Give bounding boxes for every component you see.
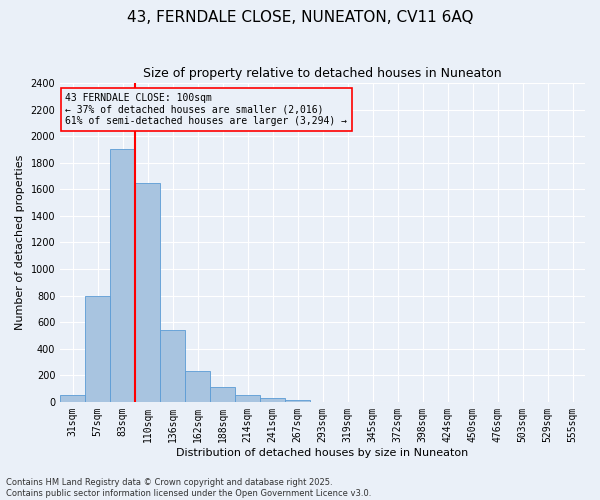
Bar xyxy=(110,150,135,402)
Bar xyxy=(235,394,260,402)
Text: 43 FERNDALE CLOSE: 100sqm
← 37% of detached houses are smaller (2,016)
61% of se: 43 FERNDALE CLOSE: 100sqm ← 37% of detac… xyxy=(65,92,347,126)
Bar xyxy=(135,182,160,402)
Text: Contains HM Land Registry data © Crown copyright and database right 2025.
Contai: Contains HM Land Registry data © Crown c… xyxy=(6,478,371,498)
Y-axis label: Number of detached properties: Number of detached properties xyxy=(15,155,25,330)
Bar xyxy=(260,398,285,402)
Bar xyxy=(160,330,185,402)
Bar xyxy=(60,394,85,402)
Text: 43, FERNDALE CLOSE, NUNEATON, CV11 6AQ: 43, FERNDALE CLOSE, NUNEATON, CV11 6AQ xyxy=(127,10,473,25)
X-axis label: Distribution of detached houses by size in Nuneaton: Distribution of detached houses by size … xyxy=(176,448,469,458)
Bar xyxy=(210,386,235,402)
Bar xyxy=(285,400,310,402)
Bar xyxy=(185,370,210,402)
Bar xyxy=(85,296,110,402)
Title: Size of property relative to detached houses in Nuneaton: Size of property relative to detached ho… xyxy=(143,68,502,80)
